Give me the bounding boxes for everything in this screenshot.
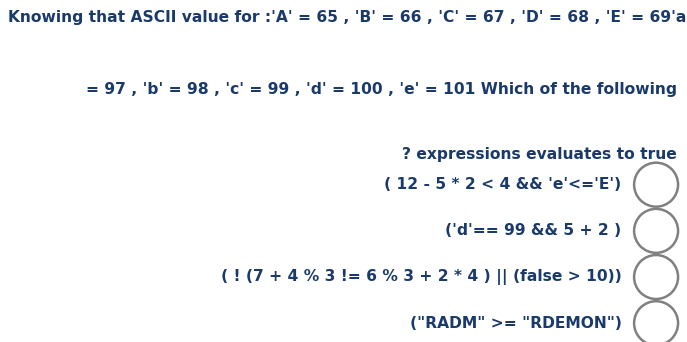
Text: ('d'== 99 && 5 + 2 ): ('d'== 99 && 5 + 2 ) [445,223,622,238]
Text: = 97 , 'b' = 98 , 'c' = 99 , 'd' = 100 , 'e' = 101 Which of the following: = 97 , 'b' = 98 , 'c' = 99 , 'd' = 100 ,… [86,82,677,97]
Text: ? expressions evaluates to true: ? expressions evaluates to true [402,147,677,162]
Text: ( 12 - 5 * 2 < 4 && 'e'<='E'): ( 12 - 5 * 2 < 4 && 'e'<='E') [385,177,622,192]
Text: ( ! (7 + 4 % 3 != 6 % 3 + 2 * 4 ) || (false > 10)): ( ! (7 + 4 % 3 != 6 % 3 + 2 * 4 ) || (fa… [221,269,622,285]
Text: Knowing that ASCII value for :'A' = 65 , 'B' = 66 , 'C' = 67 , 'D' = 68 , 'E' = : Knowing that ASCII value for :'A' = 65 ,… [8,10,687,25]
Text: ("RADM" >= "RDEMON"): ("RADM" >= "RDEMON") [409,316,622,331]
